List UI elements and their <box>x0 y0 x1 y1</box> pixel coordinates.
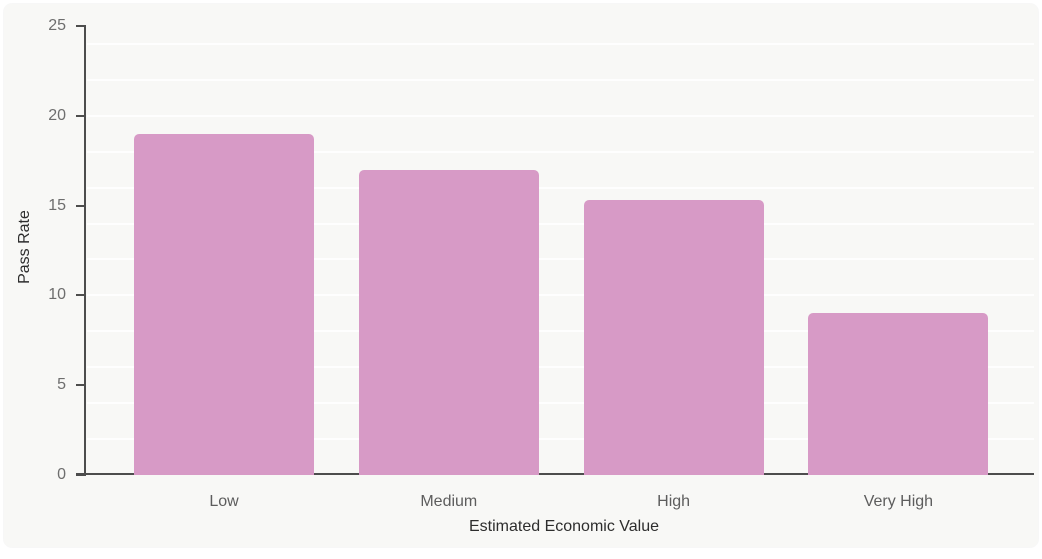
y-tick-label-10: 10 <box>48 286 66 304</box>
y-tick-mark-10 <box>76 294 86 297</box>
plot-area: 0 5 10 15 20 25 Low Medium High Very High Pass R… <box>4 4 1038 547</box>
x-label-very-high: Very High <box>863 493 934 510</box>
bar-high <box>583 200 764 475</box>
bar-very-high <box>808 313 989 475</box>
y-tick-mark-15 <box>76 204 86 207</box>
x-axis-line <box>76 473 1034 475</box>
x-label-high: High <box>657 493 691 510</box>
gridline-12 <box>87 258 1034 261</box>
gridline-10 <box>87 294 1034 297</box>
gridline-18 <box>87 150 1034 153</box>
gridline-6 <box>87 366 1034 369</box>
x-axis-title: Estimated Economic Value <box>468 518 660 535</box>
gridline-4 <box>87 402 1034 405</box>
y-tick-label-15: 15 <box>48 196 66 214</box>
y-tick-label-25: 25 <box>48 17 66 34</box>
y-tick-label-20: 20 <box>48 106 66 124</box>
gridline-2 <box>87 438 1034 441</box>
bar-low <box>134 133 314 475</box>
y-tick-label-0: 0 <box>57 466 66 483</box>
gridline-16 <box>87 186 1034 189</box>
y-tick-mark-5 <box>76 384 86 387</box>
x-label-medium: Medium <box>420 493 478 510</box>
y-axis-title: Pass Rate <box>16 210 33 284</box>
gridline-8 <box>87 330 1034 333</box>
y-tick-mark-25 <box>76 25 86 27</box>
gridline-20 <box>87 114 1034 117</box>
bar-medium <box>358 169 539 475</box>
y-tick-label-5: 5 <box>57 376 66 394</box>
y-tick-mark-0 <box>76 474 86 476</box>
y-tick-mark-20 <box>76 114 86 117</box>
chart-card: 0 5 10 15 20 25 Low Medium High Very High Pass R… <box>4 4 1038 547</box>
gridline-14 <box>87 222 1034 225</box>
gridline-22 <box>87 78 1034 81</box>
y-axis-line <box>84 25 86 475</box>
gridline-24 <box>87 42 1034 45</box>
x-label-low: Low <box>209 493 239 510</box>
